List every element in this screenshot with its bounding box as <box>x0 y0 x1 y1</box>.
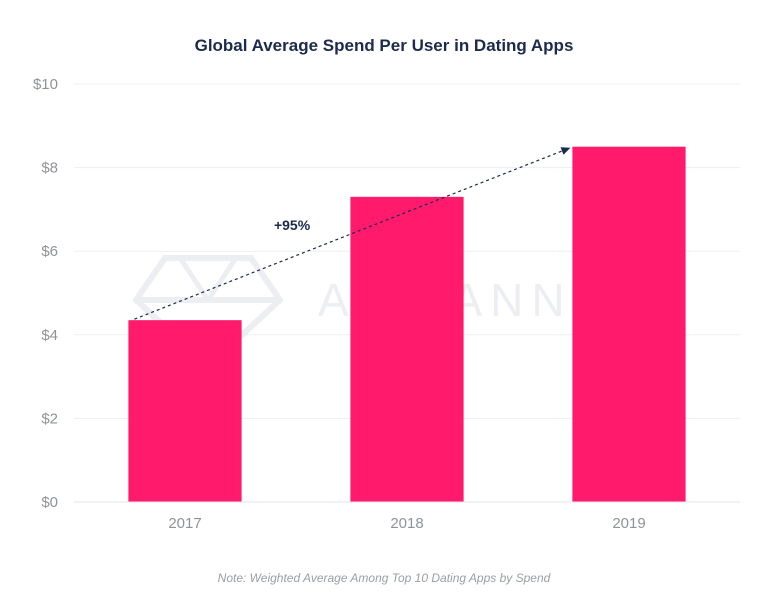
bar-2018 <box>350 196 464 503</box>
growth-annotation: +95% <box>134 147 571 320</box>
y-tick-label: $0 <box>41 494 58 511</box>
x-tick-label: 2019 <box>612 515 645 532</box>
growth-label: +95% <box>274 217 311 233</box>
arrowhead-icon <box>560 147 571 155</box>
axes: $0 $2 $4 $6 $8 $10 2017 2018 2019 <box>33 76 740 532</box>
y-tick-label: $10 <box>33 76 58 93</box>
diamond-logo-icon <box>132 255 284 371</box>
chart-note: Note: Weighted Average Among Top 10 Dati… <box>217 571 551 585</box>
bar-2017 <box>128 320 242 502</box>
y-tick-label: $6 <box>41 243 58 260</box>
x-tick-label: 2018 <box>390 515 423 532</box>
bars <box>128 146 686 503</box>
y-tick-label: $4 <box>41 327 58 344</box>
bar-2019 <box>572 146 686 502</box>
trend-arrow-line <box>134 150 563 320</box>
x-tick-label: 2017 <box>168 515 201 532</box>
y-tick-label: $2 <box>41 410 58 427</box>
y-tick-label: $8 <box>41 160 58 177</box>
chart-title: Global Average Spend Per User in Dating … <box>194 36 574 55</box>
